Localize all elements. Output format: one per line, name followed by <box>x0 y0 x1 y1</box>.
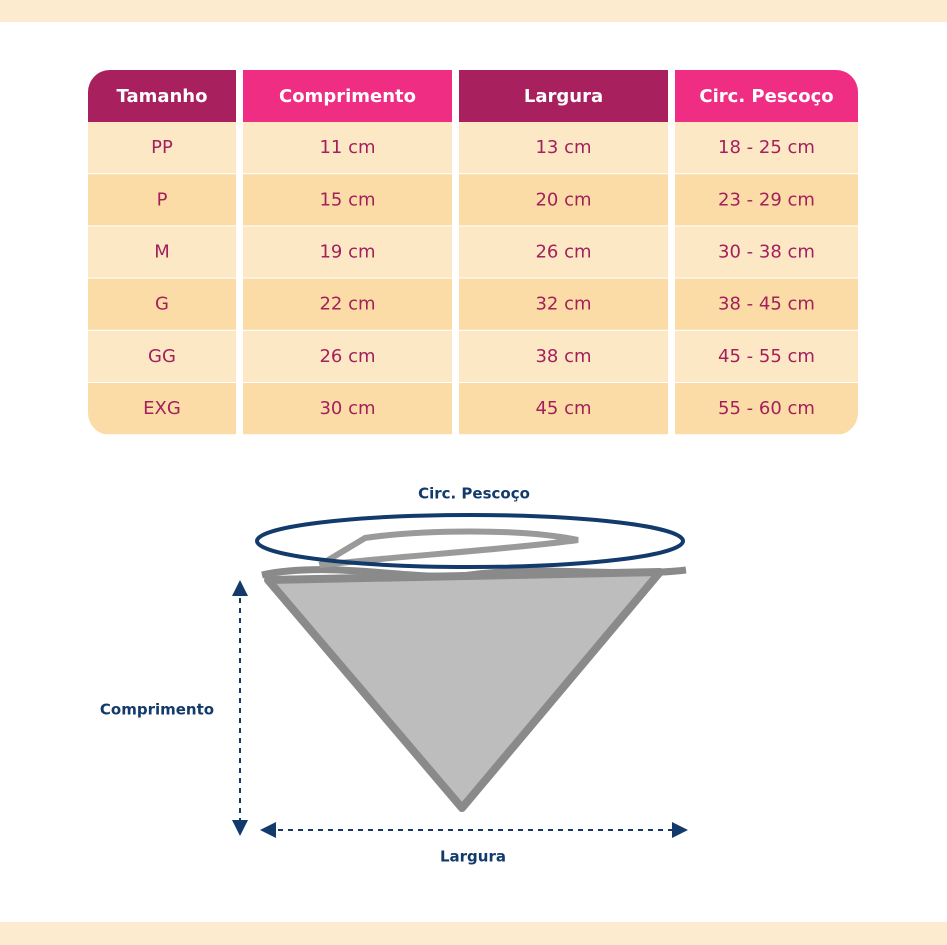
cell-text: 30 - 38 cm <box>718 242 815 263</box>
header-cell <box>675 70 858 122</box>
table-cell <box>459 278 668 330</box>
bandana <box>264 568 664 812</box>
table-cell <box>459 226 668 278</box>
cell-text: 11 cm <box>319 137 375 158</box>
cell-text: 38 cm <box>535 346 591 367</box>
cell-text: P <box>157 189 168 210</box>
width-label: Largura <box>440 848 506 866</box>
cell-text: 55 - 60 cm <box>718 398 815 419</box>
table-cell <box>459 122 668 174</box>
cell-text: 13 cm <box>535 137 591 158</box>
cell-text: 22 cm <box>319 294 375 315</box>
cell-text: M <box>154 242 170 263</box>
table-cell <box>675 383 858 435</box>
bottom-band <box>0 922 947 945</box>
cell-text: 45 - 55 cm <box>718 346 815 367</box>
table-cell <box>243 122 452 174</box>
bandana-diagram: Circ. Pescoço Comprimento Largura <box>100 485 688 866</box>
header-cell <box>88 70 236 122</box>
cell-text: GG <box>148 346 176 367</box>
table-cell <box>675 122 858 174</box>
header-cell <box>243 70 452 122</box>
table-cell <box>243 383 452 435</box>
table-cell <box>675 330 858 382</box>
header-text: Circ. Pescoço <box>699 86 833 107</box>
table-cell <box>88 122 236 174</box>
cell-text: 32 cm <box>535 294 591 315</box>
table-cell <box>675 278 858 330</box>
table-cell <box>88 226 236 278</box>
cell-text: 23 - 29 cm <box>718 189 815 210</box>
top-band <box>0 0 947 22</box>
bandana-edge <box>261 566 687 580</box>
cell-text: 38 - 45 cm <box>718 294 815 315</box>
header-text: Comprimento <box>279 86 416 107</box>
table-cell <box>675 174 858 226</box>
cell-text: 18 - 25 cm <box>718 137 815 158</box>
cell-text: 15 cm <box>319 189 375 210</box>
header-text: Largura <box>524 86 603 107</box>
cell-text: 26 cm <box>319 346 375 367</box>
table-cell <box>459 330 668 382</box>
table-cell <box>88 383 236 435</box>
cell-text: 20 cm <box>535 189 591 210</box>
table-cell <box>88 278 236 330</box>
size-table: Tamanho Comprimento Largura Circ. PescoçoPP… <box>88 70 858 435</box>
table-cell <box>243 278 452 330</box>
table-cell <box>243 330 452 382</box>
bandana-band <box>318 528 579 568</box>
table-cell <box>459 383 668 435</box>
cell-text: PP <box>151 137 173 158</box>
neck-ellipse <box>255 513 685 569</box>
length-label: Comprimento <box>100 701 214 719</box>
table-cell <box>675 226 858 278</box>
cell-text: 26 cm <box>535 242 591 263</box>
table-cell <box>88 330 236 382</box>
table-cell <box>243 226 452 278</box>
table-cell <box>243 174 452 226</box>
cell-text: G <box>155 294 169 315</box>
header-cell <box>459 70 668 122</box>
cell-text: 19 cm <box>319 242 375 263</box>
header-text: Tamanho <box>116 86 207 107</box>
cell-text: 45 cm <box>535 398 591 419</box>
table-cell <box>88 174 236 226</box>
cell-text: 30 cm <box>319 398 375 419</box>
table-cell <box>459 174 668 226</box>
cell-text: EXG <box>143 398 181 419</box>
neck-label: Circ. Pescoço <box>418 485 530 503</box>
